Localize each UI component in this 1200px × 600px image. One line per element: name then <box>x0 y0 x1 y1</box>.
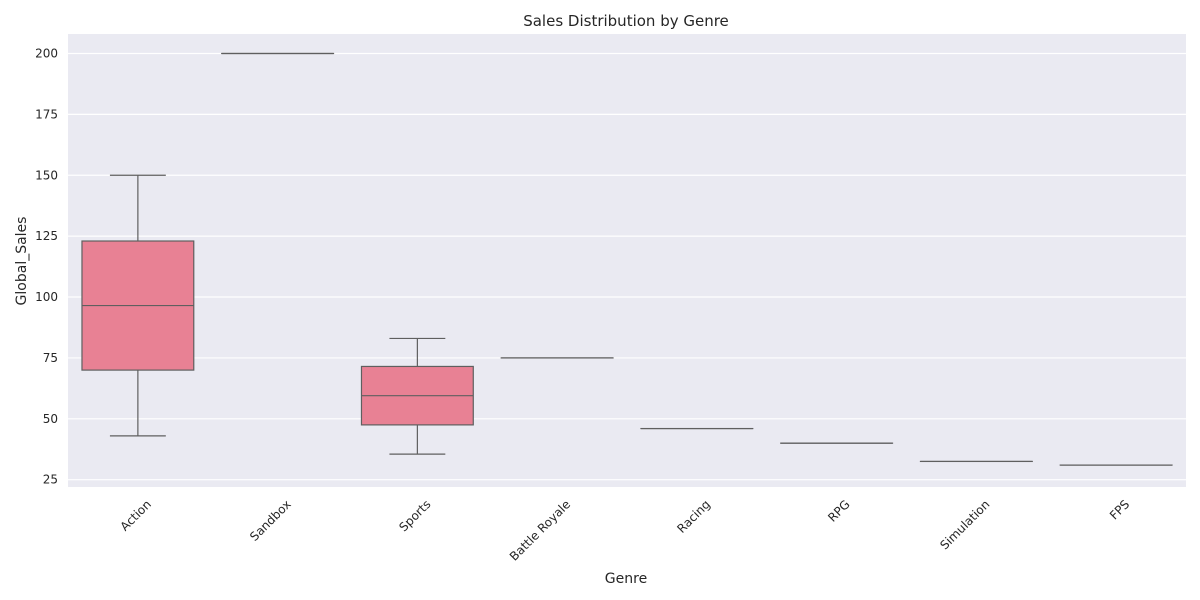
box-plot <box>360 337 474 455</box>
y-tick-label: 150 <box>35 168 58 182</box>
x-axis-label: Genre <box>605 571 647 587</box>
y-tick-label: 75 <box>43 351 58 365</box>
y-tick-label: 175 <box>35 107 58 121</box>
x-tick-label: RPG <box>825 497 852 524</box>
y-tick-label: 25 <box>43 473 58 487</box>
box-plot <box>81 174 195 437</box>
y-tick-label: 200 <box>35 46 58 60</box>
x-tick-label: Action <box>118 497 154 533</box>
y-tick-label: 50 <box>43 412 58 426</box>
x-tick-label: Sandbox <box>247 497 294 544</box>
box-plots <box>81 52 1173 466</box>
chart-title: Sales Distribution by Genre <box>523 12 729 30</box>
x-tick-label: Battle Royale <box>507 497 573 563</box>
y-axis-label: Global_Sales <box>14 217 30 306</box>
plot-background <box>68 34 1186 487</box>
x-tick-label: Sports <box>396 497 433 534</box>
y-tick-label: 100 <box>35 290 58 304</box>
x-axis-ticks: Action Sandbox Sports Battle Royale Racing RP… <box>118 497 1133 563</box>
y-axis-ticks: 25 50 75 100 125 150 175 200 <box>35 46 58 486</box>
y-tick-label: 125 <box>35 229 58 243</box>
x-tick-label: Simulation <box>937 497 992 552</box>
x-tick-label: Racing <box>674 497 713 536</box>
x-tick-label: FPS <box>1107 497 1132 522</box>
